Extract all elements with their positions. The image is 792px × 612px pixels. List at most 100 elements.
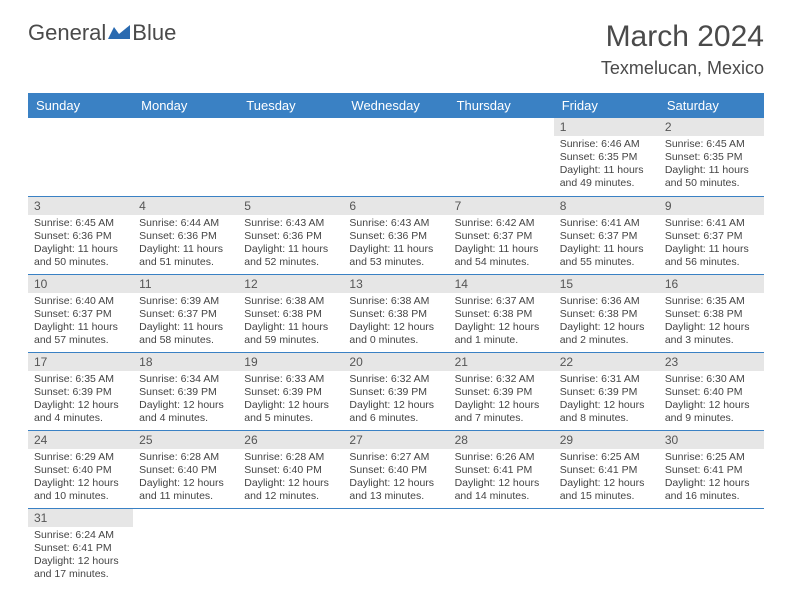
weekday-header: Tuesday [238,93,343,118]
sunset-text: Sunset: 6:40 PM [244,464,337,477]
sunrise-text: Sunrise: 6:45 AM [665,138,758,151]
day-content: Sunrise: 6:30 AMSunset: 6:40 PMDaylight:… [659,371,764,430]
sunrise-text: Sunrise: 6:35 AM [34,373,127,386]
sunrise-text: Sunrise: 6:41 AM [665,217,758,230]
day-number: 27 [343,431,448,449]
daylight-text: Daylight: 11 hours and 57 minutes. [34,321,127,347]
sunrise-text: Sunrise: 6:34 AM [139,373,232,386]
sunset-text: Sunset: 6:39 PM [455,386,548,399]
daylight-text: Daylight: 12 hours and 17 minutes. [34,555,127,581]
sunrise-text: Sunrise: 6:31 AM [560,373,653,386]
sunrise-text: Sunrise: 6:36 AM [560,295,653,308]
sunrise-text: Sunrise: 6:32 AM [349,373,442,386]
day-number: 5 [238,197,343,215]
day-cell: 8Sunrise: 6:41 AMSunset: 6:37 PMDaylight… [554,196,659,274]
month-title: March 2024 [601,20,764,54]
day-number: 9 [659,197,764,215]
day-cell: 23Sunrise: 6:30 AMSunset: 6:40 PMDayligh… [659,352,764,430]
day-cell: 15Sunrise: 6:36 AMSunset: 6:38 PMDayligh… [554,274,659,352]
day-cell: 10Sunrise: 6:40 AMSunset: 6:37 PMDayligh… [28,274,133,352]
day-number: 1 [554,118,659,136]
sunrise-text: Sunrise: 6:26 AM [455,451,548,464]
sunrise-text: Sunrise: 6:25 AM [560,451,653,464]
day-cell: 7Sunrise: 6:42 AMSunset: 6:37 PMDaylight… [449,196,554,274]
daylight-text: Daylight: 12 hours and 0 minutes. [349,321,442,347]
daylight-text: Daylight: 11 hours and 55 minutes. [560,243,653,269]
sunset-text: Sunset: 6:38 PM [244,308,337,321]
sunrise-text: Sunrise: 6:39 AM [139,295,232,308]
daylight-text: Daylight: 11 hours and 52 minutes. [244,243,337,269]
sunset-text: Sunset: 6:41 PM [665,464,758,477]
sunset-text: Sunset: 6:38 PM [455,308,548,321]
weekday-header: Wednesday [343,93,448,118]
day-content: Sunrise: 6:44 AMSunset: 6:36 PMDaylight:… [133,215,238,274]
daylight-text: Daylight: 12 hours and 12 minutes. [244,477,337,503]
day-number: 7 [449,197,554,215]
day-cell [449,118,554,196]
sunrise-text: Sunrise: 6:38 AM [244,295,337,308]
day-number: 19 [238,353,343,371]
day-cell: 4Sunrise: 6:44 AMSunset: 6:36 PMDaylight… [133,196,238,274]
sunset-text: Sunset: 6:38 PM [560,308,653,321]
day-number: 3 [28,197,133,215]
sunset-text: Sunset: 6:40 PM [349,464,442,477]
day-content: Sunrise: 6:40 AMSunset: 6:37 PMDaylight:… [28,293,133,352]
sunrise-text: Sunrise: 6:41 AM [560,217,653,230]
logo: General Blue [28,20,176,46]
day-content: Sunrise: 6:29 AMSunset: 6:40 PMDaylight:… [28,449,133,508]
day-content: Sunrise: 6:26 AMSunset: 6:41 PMDaylight:… [449,449,554,508]
sunrise-text: Sunrise: 6:38 AM [349,295,442,308]
day-cell: 13Sunrise: 6:38 AMSunset: 6:38 PMDayligh… [343,274,448,352]
day-cell [238,118,343,196]
sunset-text: Sunset: 6:36 PM [139,230,232,243]
day-number: 13 [343,275,448,293]
day-content: Sunrise: 6:25 AMSunset: 6:41 PMDaylight:… [659,449,764,508]
daylight-text: Daylight: 11 hours and 54 minutes. [455,243,548,269]
daylight-text: Daylight: 12 hours and 16 minutes. [665,477,758,503]
day-number: 25 [133,431,238,449]
day-cell: 24Sunrise: 6:29 AMSunset: 6:40 PMDayligh… [28,430,133,508]
header: General Blue March 2024 Texmelucan, Mexi… [28,20,764,79]
calendar-table: Sunday Monday Tuesday Wednesday Thursday… [28,93,764,586]
day-cell [343,118,448,196]
day-content: Sunrise: 6:41 AMSunset: 6:37 PMDaylight:… [554,215,659,274]
daylight-text: Daylight: 12 hours and 13 minutes. [349,477,442,503]
sunset-text: Sunset: 6:39 PM [560,386,653,399]
sunset-text: Sunset: 6:35 PM [665,151,758,164]
sunset-text: Sunset: 6:36 PM [244,230,337,243]
daylight-text: Daylight: 11 hours and 56 minutes. [665,243,758,269]
day-content: Sunrise: 6:27 AMSunset: 6:40 PMDaylight:… [343,449,448,508]
day-content: Sunrise: 6:33 AMSunset: 6:39 PMDaylight:… [238,371,343,430]
sunrise-text: Sunrise: 6:27 AM [349,451,442,464]
flag-icon [108,25,130,41]
sunset-text: Sunset: 6:37 PM [139,308,232,321]
sunset-text: Sunset: 6:37 PM [560,230,653,243]
daylight-text: Daylight: 12 hours and 6 minutes. [349,399,442,425]
sunrise-text: Sunrise: 6:25 AM [665,451,758,464]
daylight-text: Daylight: 12 hours and 4 minutes. [34,399,127,425]
day-number: 4 [133,197,238,215]
day-cell [133,118,238,196]
day-cell [449,508,554,586]
day-content: Sunrise: 6:25 AMSunset: 6:41 PMDaylight:… [554,449,659,508]
sunrise-text: Sunrise: 6:35 AM [665,295,758,308]
weekday-header: Sunday [28,93,133,118]
sunrise-text: Sunrise: 6:44 AM [139,217,232,230]
day-content: Sunrise: 6:46 AMSunset: 6:35 PMDaylight:… [554,136,659,195]
day-content: Sunrise: 6:41 AMSunset: 6:37 PMDaylight:… [659,215,764,274]
daylight-text: Daylight: 11 hours and 59 minutes. [244,321,337,347]
daylight-text: Daylight: 12 hours and 9 minutes. [665,399,758,425]
sunrise-text: Sunrise: 6:30 AM [665,373,758,386]
day-cell: 18Sunrise: 6:34 AMSunset: 6:39 PMDayligh… [133,352,238,430]
day-number: 8 [554,197,659,215]
day-content: Sunrise: 6:32 AMSunset: 6:39 PMDaylight:… [343,371,448,430]
day-cell: 1Sunrise: 6:46 AMSunset: 6:35 PMDaylight… [554,118,659,196]
daylight-text: Daylight: 11 hours and 51 minutes. [139,243,232,269]
weekday-header: Thursday [449,93,554,118]
day-content: Sunrise: 6:38 AMSunset: 6:38 PMDaylight:… [238,293,343,352]
logo-text-2: Blue [132,20,176,46]
sunrise-text: Sunrise: 6:37 AM [455,295,548,308]
sunrise-text: Sunrise: 6:43 AM [244,217,337,230]
sunset-text: Sunset: 6:36 PM [349,230,442,243]
day-content: Sunrise: 6:34 AMSunset: 6:39 PMDaylight:… [133,371,238,430]
